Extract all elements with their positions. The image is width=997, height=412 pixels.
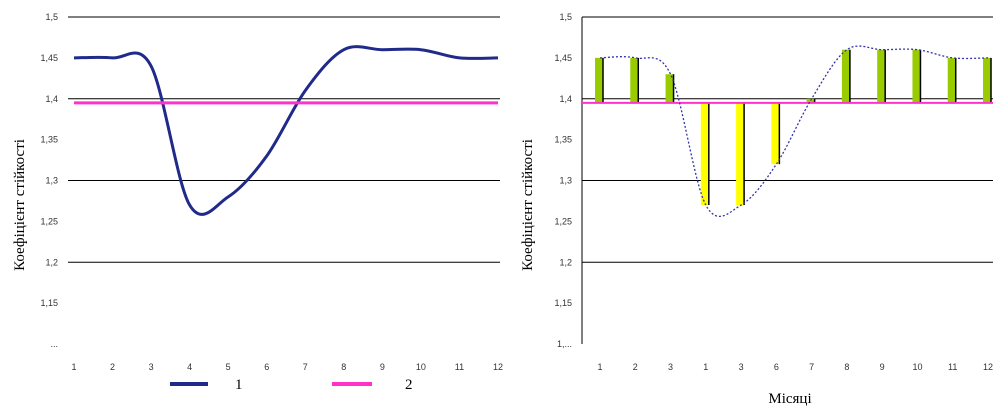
left-y-tick-label: 1,3 xyxy=(45,176,58,186)
left-y-tick-label: 1,45 xyxy=(40,53,58,63)
right-x-tick-label: 6 xyxy=(774,362,779,372)
right-x-tick-label: 3 xyxy=(668,362,673,372)
right-x-tick-label: 11 xyxy=(948,362,957,372)
right-bar xyxy=(771,102,780,165)
right-bar xyxy=(665,74,674,103)
right-bar xyxy=(877,49,886,103)
right-y-tick-label: 1,5 xyxy=(559,12,572,22)
right-y-tick-label: 1,... xyxy=(557,339,572,349)
right-bar xyxy=(630,57,639,103)
legend-label-1: 1 xyxy=(235,377,243,393)
left-x-tick-label: 4 xyxy=(187,362,192,372)
right-y-axis-title: Коефіцієнт стійкості xyxy=(520,139,536,271)
right-y-tick-label: 1,2 xyxy=(559,257,572,267)
left-x-tick-label: 6 xyxy=(264,362,269,372)
left-series-line-1 xyxy=(73,45,499,216)
left-chart: ...1,151,21,251,31,351,41,451,51 2 3 4 5 6 7 8 9… xyxy=(40,12,503,372)
right-x-tick-label: 1 xyxy=(703,362,708,372)
right-x-tick-label: 9 xyxy=(880,362,885,372)
right-x-tick-label: 7 xyxy=(809,362,814,372)
right-bar xyxy=(947,57,956,103)
right-y-tick-label: 1,4 xyxy=(559,94,572,104)
legend: 1 2 xyxy=(170,377,413,393)
left-x-tick-label: 10 xyxy=(416,362,426,372)
right-x-tick-label: 2 xyxy=(633,362,638,372)
right-y-tick-label: 1,3 xyxy=(559,176,572,186)
left-x-tick-label: 5 xyxy=(226,362,231,372)
right-bar xyxy=(595,57,603,103)
right-y-tick-label: 1,25 xyxy=(554,216,572,226)
left-x-tick-label: 1 xyxy=(71,362,76,372)
legend-label-2: 2 xyxy=(405,377,413,393)
left-x-tick-label: 9 xyxy=(380,362,385,372)
left-x-tick-label: 7 xyxy=(303,362,308,372)
right-bar xyxy=(912,49,921,103)
right-chart: 1,...1,151,21,251,31,351,41,451,51 2 3 1 3 6 7… xyxy=(554,12,993,372)
left-x-tick-label: 8 xyxy=(341,362,346,372)
right-bar xyxy=(841,49,850,103)
right-y-tick-label: 1,45 xyxy=(554,53,572,63)
left-y-tick-label: 1,4 xyxy=(45,94,58,104)
left-x-tick-label: 3 xyxy=(149,362,154,372)
right-x-tick-label: 1 xyxy=(597,362,602,372)
left-y-tick-label: ... xyxy=(50,339,58,349)
right-bar xyxy=(983,57,991,103)
right-y-tick-label: 1,15 xyxy=(554,298,572,308)
left-y-tick-label: 1,25 xyxy=(40,216,58,226)
left-y-tick-label: 1,35 xyxy=(40,135,58,145)
left-y-axis-title: Коефіцієнт стійкості xyxy=(12,139,28,271)
left-y-tick-label: 1,5 xyxy=(45,12,58,22)
right-x-tick-label: 10 xyxy=(912,362,922,372)
right-bar xyxy=(736,102,745,206)
right-x-axis-title: Місяці xyxy=(768,391,811,407)
right-trend-curve xyxy=(599,45,989,218)
left-x-tick-label: 2 xyxy=(110,362,115,372)
left-y-tick-label: 1,2 xyxy=(45,257,58,267)
left-y-tick-label: 1,15 xyxy=(40,298,58,308)
left-x-tick-label: 11 xyxy=(455,362,464,372)
right-x-tick-label: 3 xyxy=(739,362,744,372)
right-x-tick-label: 8 xyxy=(844,362,849,372)
right-y-tick-label: 1,35 xyxy=(554,135,572,145)
left-x-tick-label: 12 xyxy=(493,362,503,372)
right-bar xyxy=(806,98,815,103)
right-x-tick-label: 12 xyxy=(983,362,993,372)
right-bar xyxy=(700,102,709,206)
